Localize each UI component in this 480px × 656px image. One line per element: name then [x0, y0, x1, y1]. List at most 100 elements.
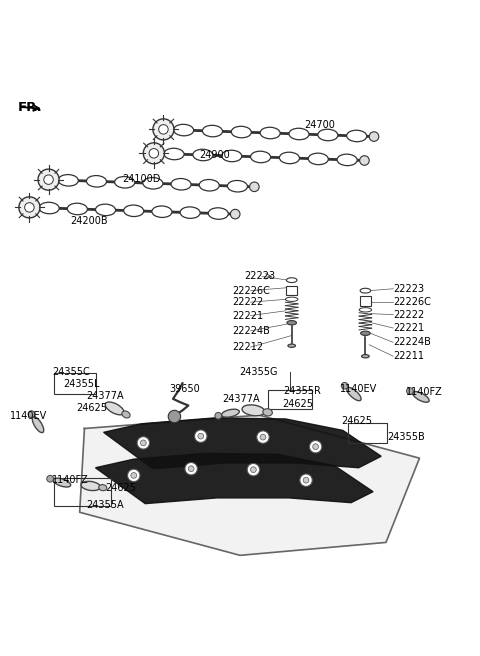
Text: 24355R: 24355R — [283, 386, 321, 396]
Ellipse shape — [228, 180, 248, 192]
Ellipse shape — [86, 176, 107, 187]
Circle shape — [131, 472, 137, 478]
Bar — [268, 390, 312, 409]
Circle shape — [38, 169, 59, 190]
Circle shape — [251, 467, 256, 472]
Circle shape — [198, 434, 204, 439]
Ellipse shape — [208, 208, 228, 219]
Circle shape — [230, 209, 240, 219]
Circle shape — [47, 476, 53, 482]
Ellipse shape — [124, 205, 144, 216]
Ellipse shape — [67, 203, 87, 215]
Circle shape — [194, 430, 207, 442]
Text: 22226C: 22226C — [232, 285, 270, 296]
Ellipse shape — [289, 129, 309, 140]
Text: 1140EV: 1140EV — [10, 411, 48, 421]
Circle shape — [300, 474, 312, 486]
Ellipse shape — [171, 178, 191, 190]
Text: 24355B: 24355B — [387, 432, 425, 442]
Circle shape — [215, 413, 222, 419]
Bar — [348, 422, 387, 443]
Text: 24625: 24625 — [282, 399, 313, 409]
Text: FR.: FR. — [17, 100, 42, 113]
Text: 24100D: 24100D — [123, 174, 161, 184]
Text: 1140FZ: 1140FZ — [406, 387, 443, 397]
Ellipse shape — [105, 402, 124, 415]
Text: 22211: 22211 — [393, 351, 424, 361]
Circle shape — [313, 444, 319, 449]
Ellipse shape — [286, 297, 298, 302]
Polygon shape — [80, 415, 420, 556]
Circle shape — [303, 478, 309, 483]
Ellipse shape — [360, 331, 370, 335]
Bar — [54, 478, 111, 506]
Ellipse shape — [318, 129, 338, 141]
Ellipse shape — [263, 409, 272, 416]
Text: 22226C: 22226C — [393, 297, 431, 307]
Ellipse shape — [174, 125, 193, 136]
Circle shape — [24, 203, 34, 212]
Circle shape — [188, 466, 194, 472]
Ellipse shape — [180, 207, 200, 218]
Circle shape — [360, 155, 369, 165]
Text: 24355G: 24355G — [239, 367, 277, 377]
Text: 24900: 24900 — [199, 150, 230, 160]
Circle shape — [341, 382, 348, 389]
Text: 24355C: 24355C — [52, 367, 90, 377]
Text: 39650: 39650 — [169, 384, 200, 394]
Circle shape — [168, 410, 180, 422]
Text: 1140EV: 1140EV — [339, 384, 377, 394]
Ellipse shape — [347, 130, 367, 142]
Ellipse shape — [53, 478, 71, 487]
Circle shape — [153, 119, 174, 140]
Circle shape — [128, 469, 140, 482]
Circle shape — [185, 462, 197, 475]
Text: 24625: 24625 — [341, 417, 372, 426]
Ellipse shape — [260, 127, 280, 139]
Text: 22224B: 22224B — [232, 326, 270, 336]
Ellipse shape — [203, 125, 223, 137]
Circle shape — [28, 411, 35, 417]
Ellipse shape — [231, 127, 252, 138]
Text: 1140FZ: 1140FZ — [52, 475, 89, 485]
Ellipse shape — [251, 151, 271, 163]
Circle shape — [159, 125, 168, 134]
Ellipse shape — [39, 202, 59, 214]
Text: 22222: 22222 — [232, 297, 264, 307]
Ellipse shape — [287, 277, 297, 283]
Ellipse shape — [115, 176, 135, 188]
Ellipse shape — [359, 308, 372, 312]
Ellipse shape — [288, 344, 296, 348]
Ellipse shape — [32, 417, 44, 432]
Ellipse shape — [413, 392, 429, 402]
Bar — [54, 373, 96, 394]
Text: 22221: 22221 — [232, 310, 264, 321]
Ellipse shape — [337, 154, 357, 166]
Polygon shape — [96, 453, 373, 504]
Ellipse shape — [152, 206, 172, 217]
Circle shape — [144, 143, 164, 164]
Ellipse shape — [81, 482, 100, 491]
Circle shape — [141, 440, 146, 445]
Ellipse shape — [279, 152, 300, 164]
Ellipse shape — [360, 288, 371, 293]
Text: 24355L: 24355L — [63, 379, 99, 390]
Ellipse shape — [347, 388, 361, 401]
Ellipse shape — [199, 180, 219, 191]
Bar — [286, 286, 298, 295]
Circle shape — [369, 132, 379, 141]
Polygon shape — [104, 418, 381, 468]
Text: 24377A: 24377A — [222, 394, 259, 404]
Circle shape — [137, 437, 150, 449]
Text: 24625: 24625 — [76, 403, 108, 413]
Ellipse shape — [99, 485, 107, 491]
Text: 24200B: 24200B — [70, 216, 108, 226]
Circle shape — [260, 434, 266, 440]
Text: 22222: 22222 — [393, 310, 424, 319]
Ellipse shape — [58, 174, 78, 186]
Ellipse shape — [222, 150, 242, 162]
Circle shape — [44, 175, 53, 184]
Ellipse shape — [361, 354, 369, 358]
Ellipse shape — [287, 321, 297, 325]
Ellipse shape — [164, 148, 184, 160]
